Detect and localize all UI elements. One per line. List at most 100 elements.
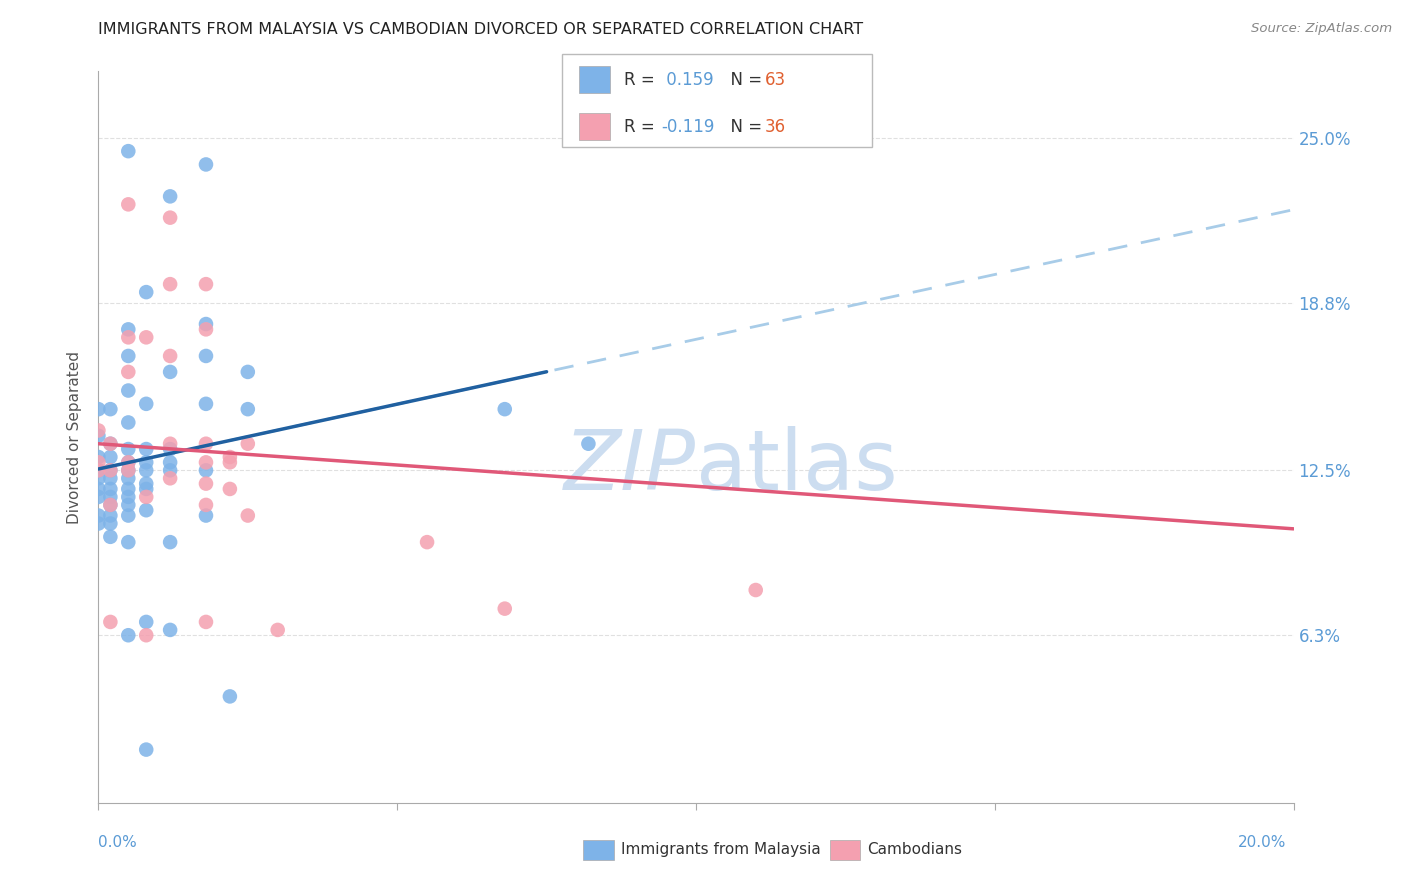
Text: ZIP: ZIP bbox=[564, 425, 696, 507]
Point bbox=[117, 482, 139, 496]
Point bbox=[267, 623, 290, 637]
Point bbox=[195, 615, 218, 629]
Point bbox=[87, 490, 110, 504]
Point bbox=[135, 330, 157, 344]
Point bbox=[135, 490, 157, 504]
Point bbox=[745, 582, 768, 597]
Point bbox=[100, 615, 122, 629]
Point bbox=[117, 463, 139, 477]
Point bbox=[236, 436, 259, 450]
Point bbox=[87, 429, 110, 443]
Point bbox=[117, 349, 139, 363]
Point bbox=[117, 628, 139, 642]
Point bbox=[117, 330, 139, 344]
Point bbox=[135, 476, 157, 491]
Point bbox=[117, 365, 139, 379]
Point bbox=[87, 455, 110, 469]
Point bbox=[195, 508, 218, 523]
Point bbox=[494, 601, 516, 615]
Text: 36: 36 bbox=[765, 118, 786, 136]
Point bbox=[135, 503, 157, 517]
Text: Immigrants from Malaysia: Immigrants from Malaysia bbox=[621, 842, 821, 856]
Point bbox=[100, 490, 122, 504]
Text: 0.159: 0.159 bbox=[661, 70, 713, 88]
Point bbox=[135, 742, 157, 756]
Point bbox=[117, 442, 139, 456]
Point bbox=[87, 516, 110, 531]
Text: R =: R = bbox=[624, 70, 661, 88]
Point bbox=[195, 157, 218, 171]
Point bbox=[219, 482, 242, 496]
Point bbox=[100, 471, 122, 485]
Point bbox=[117, 384, 139, 398]
Point bbox=[219, 690, 242, 704]
Point bbox=[100, 450, 122, 464]
Text: N =: N = bbox=[720, 118, 768, 136]
Point bbox=[117, 508, 139, 523]
Point bbox=[100, 436, 122, 450]
Point bbox=[117, 490, 139, 504]
Text: 0.0%: 0.0% bbox=[98, 836, 138, 850]
Point bbox=[159, 623, 181, 637]
Point bbox=[195, 498, 218, 512]
Point bbox=[195, 476, 218, 491]
Point bbox=[135, 285, 157, 299]
Point bbox=[195, 317, 218, 331]
Y-axis label: Divorced or Separated: Divorced or Separated bbox=[67, 351, 83, 524]
Point bbox=[159, 436, 181, 450]
Point bbox=[87, 463, 110, 477]
Text: 63: 63 bbox=[765, 70, 786, 88]
Point bbox=[195, 436, 218, 450]
Point bbox=[236, 508, 259, 523]
Point bbox=[87, 402, 110, 417]
Text: R =: R = bbox=[624, 118, 661, 136]
Point bbox=[100, 498, 122, 512]
Point bbox=[135, 397, 157, 411]
Point bbox=[195, 455, 218, 469]
Point bbox=[100, 463, 122, 477]
Point bbox=[219, 450, 242, 464]
Point bbox=[87, 463, 110, 477]
Point bbox=[159, 463, 181, 477]
Point bbox=[416, 535, 439, 549]
Point bbox=[236, 365, 259, 379]
Point bbox=[100, 530, 122, 544]
Point bbox=[117, 535, 139, 549]
Text: N =: N = bbox=[720, 70, 768, 88]
Point bbox=[159, 277, 181, 292]
Point bbox=[494, 402, 516, 417]
Point bbox=[159, 471, 181, 485]
Point bbox=[195, 322, 218, 336]
Point bbox=[159, 189, 181, 203]
Point bbox=[578, 436, 600, 450]
Point bbox=[135, 455, 157, 469]
Point bbox=[100, 498, 122, 512]
Point bbox=[159, 442, 181, 456]
Text: atlas: atlas bbox=[696, 425, 897, 507]
Point bbox=[87, 450, 110, 464]
Point bbox=[117, 455, 139, 469]
Point bbox=[117, 455, 139, 469]
Point bbox=[117, 498, 139, 512]
Point bbox=[159, 365, 181, 379]
Point bbox=[135, 628, 157, 642]
Text: -0.119: -0.119 bbox=[661, 118, 714, 136]
Point bbox=[100, 402, 122, 417]
Point bbox=[195, 397, 218, 411]
Point bbox=[117, 463, 139, 477]
Point bbox=[100, 508, 122, 523]
Point bbox=[100, 482, 122, 496]
Point bbox=[87, 424, 110, 438]
Point bbox=[87, 471, 110, 485]
Point bbox=[117, 471, 139, 485]
Point bbox=[117, 322, 139, 336]
Point bbox=[117, 144, 139, 158]
Point bbox=[219, 455, 242, 469]
Point bbox=[135, 442, 157, 456]
Point bbox=[135, 463, 157, 477]
Text: IMMIGRANTS FROM MALAYSIA VS CAMBODIAN DIVORCED OR SEPARATED CORRELATION CHART: IMMIGRANTS FROM MALAYSIA VS CAMBODIAN DI… bbox=[98, 22, 863, 37]
Point bbox=[100, 436, 122, 450]
Text: Cambodians: Cambodians bbox=[868, 842, 963, 856]
Point bbox=[195, 349, 218, 363]
Point bbox=[159, 211, 181, 225]
